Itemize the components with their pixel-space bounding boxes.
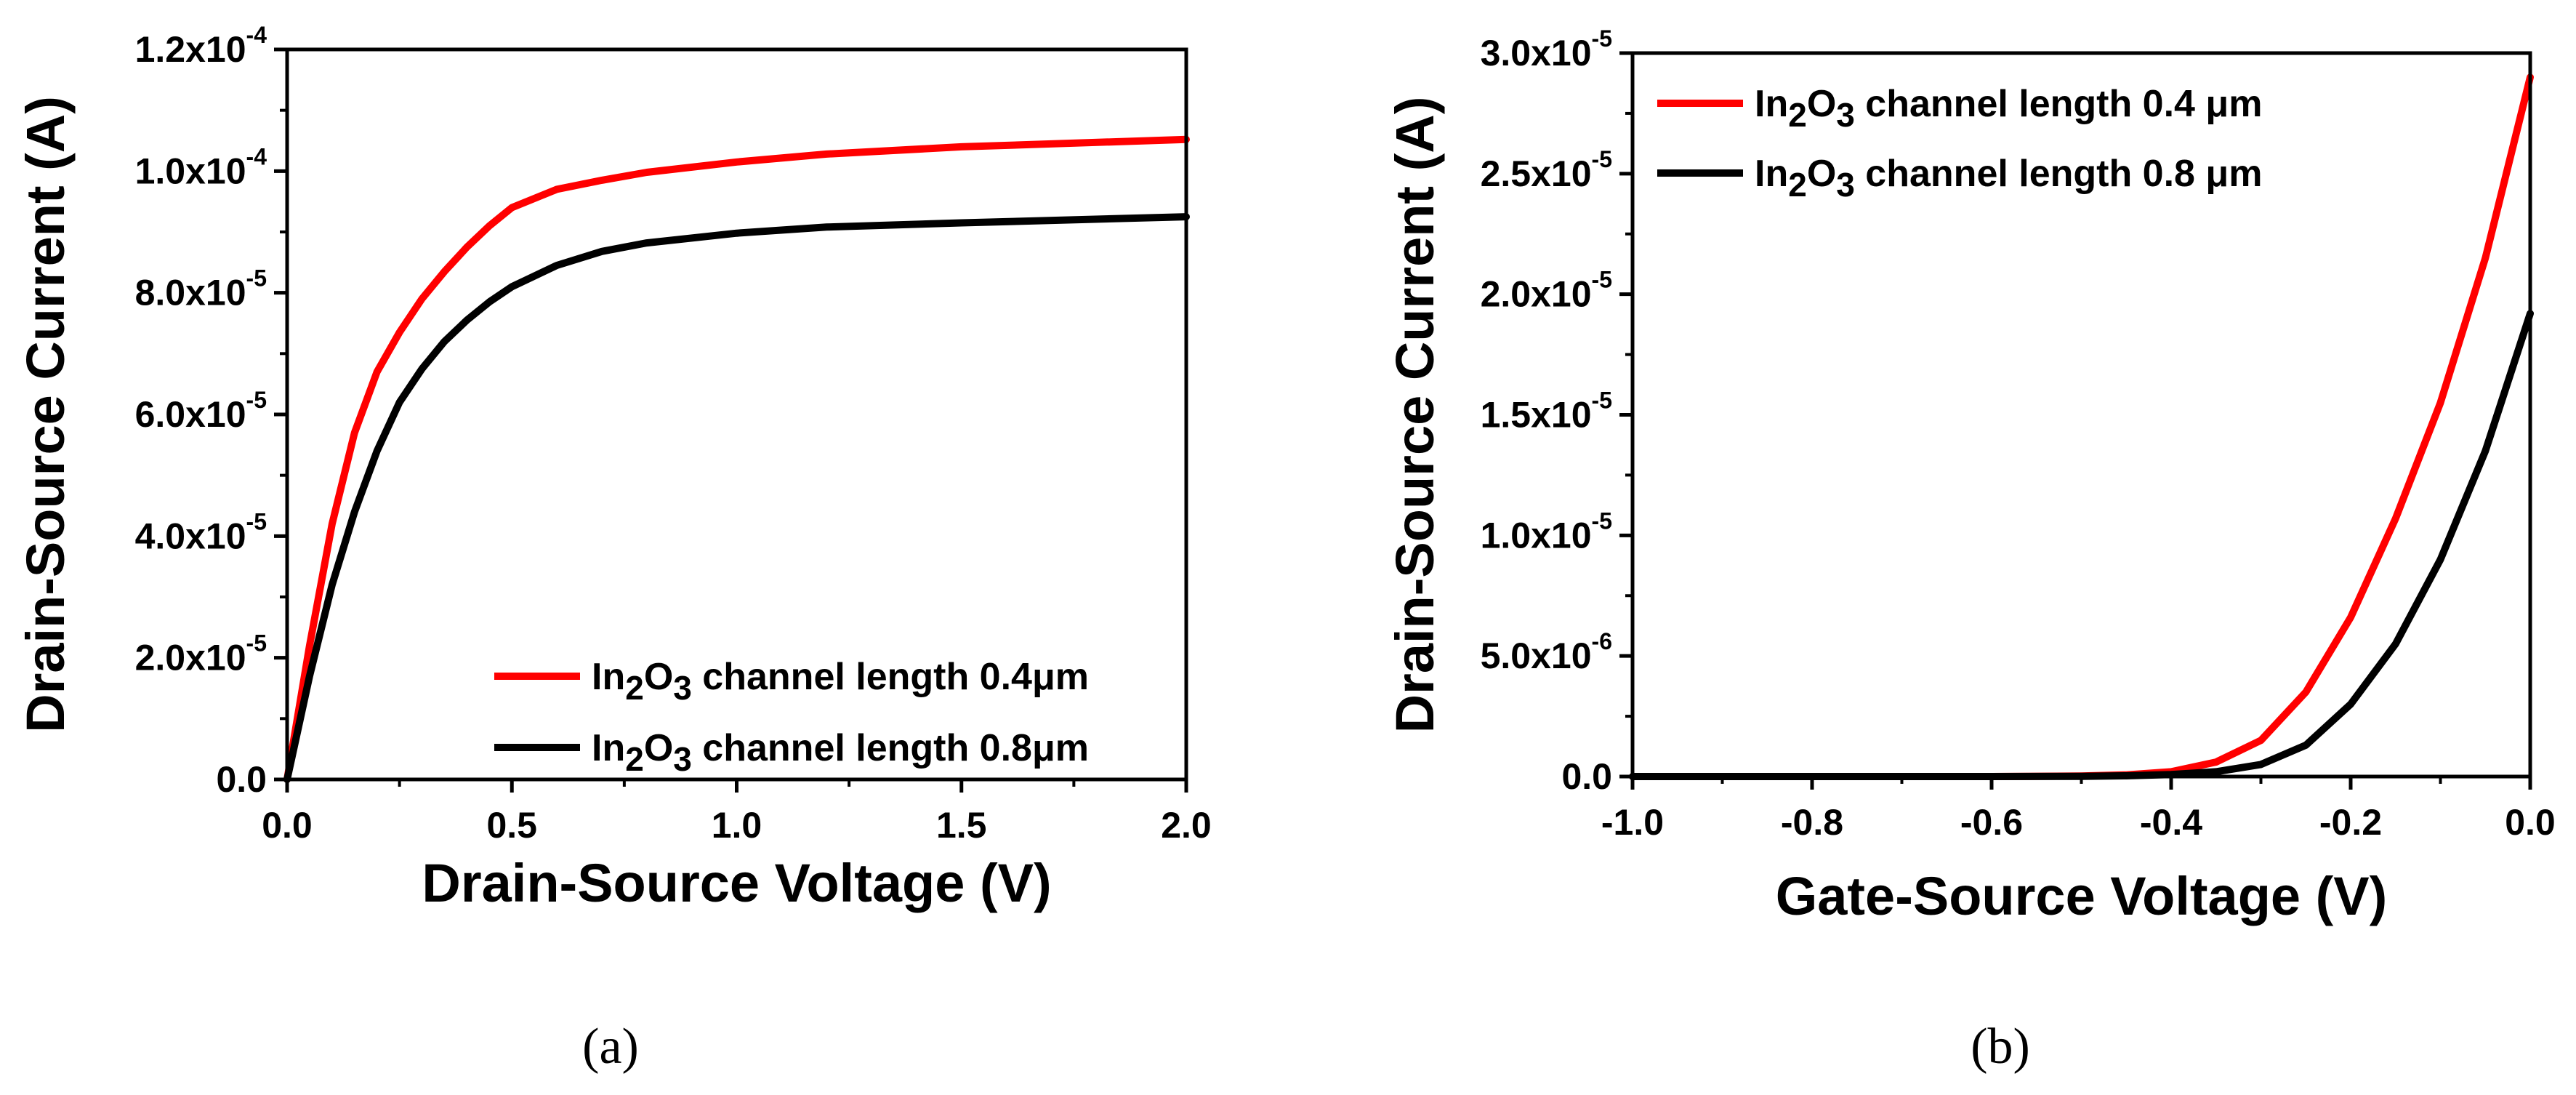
y-tick-label: 5.0x10-6: [1481, 628, 1612, 676]
x-axis-title: Drain-Source Voltage (V): [422, 853, 1051, 913]
x-tick-label: -0.8: [1781, 802, 1843, 843]
panel-label: (b): [1971, 1019, 2030, 1075]
y-tick-label: 2.0x10-5: [1481, 267, 1612, 315]
series-line-2: [283, 213, 1190, 783]
y-tick-label: 1.0x10-5: [1481, 508, 1612, 555]
y-tick-label: 8.0x10-5: [135, 265, 267, 313]
y-tick-label: 1.2x10-4: [135, 22, 267, 70]
series-line-1: [283, 135, 1190, 783]
x-tick-label: 1.0: [712, 805, 762, 846]
legend: In2O3 channel length 0.4μm In2O3 channel …: [494, 656, 1089, 778]
y-tick-label: 2.0x10-5: [135, 630, 267, 678]
x-tick-label: -0.2: [2319, 802, 2382, 843]
x-tick-label: -0.4: [2140, 802, 2202, 843]
series-line-2: [1629, 310, 2534, 780]
chart-panel-b: -1.0 -0.8 -0.6 -0.4 -0.2 0.0 0.0 5.0x10-6 1.0x10…: [1385, 25, 2556, 1075]
legend-label-1: In2O3 channel length 0.4 μm: [1755, 83, 2262, 134]
x-tick-label: -0.6: [1960, 802, 2023, 843]
x-tick-label: 2.0: [1161, 805, 1212, 846]
x-tick-label: 0.5: [486, 805, 537, 846]
y-tick-label: 2.5x10-5: [1481, 146, 1612, 194]
x-tick-label: 0.0: [262, 805, 313, 846]
y-tick-label: 4.0x10-5: [135, 508, 267, 556]
x-tick-label: 1.5: [936, 805, 987, 846]
y-tick-label: 0.0: [216, 759, 267, 800]
legend-label-2: In2O3 channel length 0.8μm: [592, 727, 1089, 778]
y-tick-label: 3.0x10-5: [1481, 25, 1612, 73]
legend-label-2: In2O3 channel length 0.8 μm: [1755, 153, 2262, 204]
y-tick-label: 6.0x10-5: [135, 387, 267, 435]
panel-label: (a): [582, 1019, 639, 1075]
legend-label-1: In2O3 channel length 0.4μm: [592, 656, 1089, 707]
x-tick-label: -1.0: [1601, 802, 1664, 843]
y-tick-label: 1.5x10-5: [1481, 388, 1612, 436]
chart-panel-a: 0.0 0.5 1.0 1.5 2.0 0.0 2.0x10-5 4.0x10-5 6.0x10…: [15, 22, 1212, 1075]
y-tick-label: 0.0: [1561, 756, 1612, 797]
y-axis-title: Drain-Source Current (A): [1385, 97, 1445, 734]
legend: In2O3 channel length 0.4 μm In2O3 channel…: [1657, 83, 2262, 204]
x-tick-label: 0.0: [2505, 802, 2556, 843]
x-axis-title: Gate-Source Voltage (V): [1776, 866, 2388, 926]
y-axis-title: Drain-Source Current (A): [15, 96, 76, 733]
y-tick-label: 1.0x10-4: [135, 143, 267, 191]
